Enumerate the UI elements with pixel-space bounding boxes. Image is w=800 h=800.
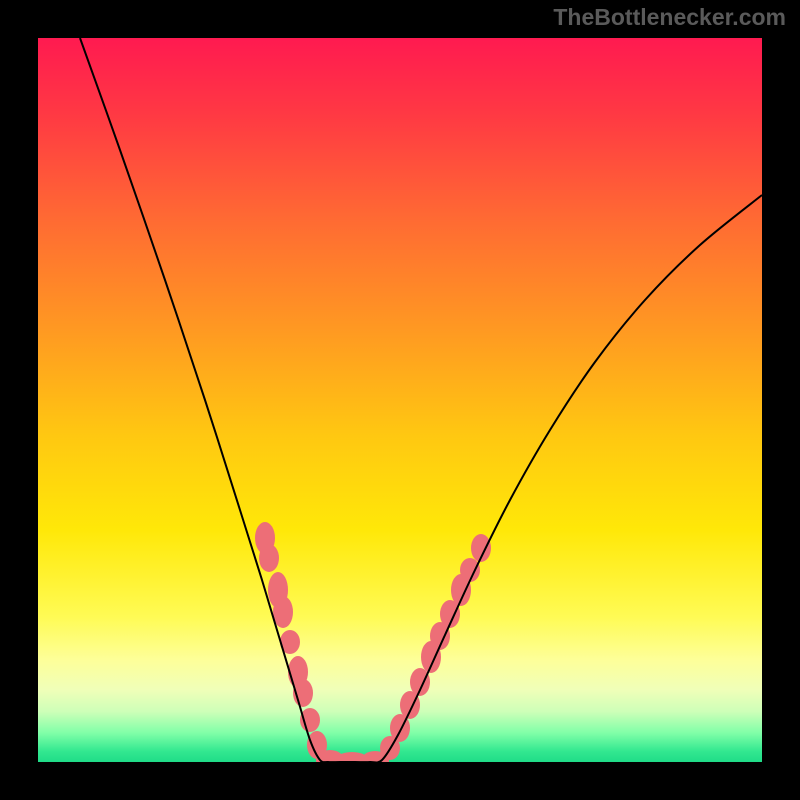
watermark-text: TheBottlenecker.com — [553, 4, 786, 31]
data-marker — [259, 544, 279, 572]
bottleneck-chart — [0, 0, 800, 800]
gradient-background — [38, 38, 762, 762]
